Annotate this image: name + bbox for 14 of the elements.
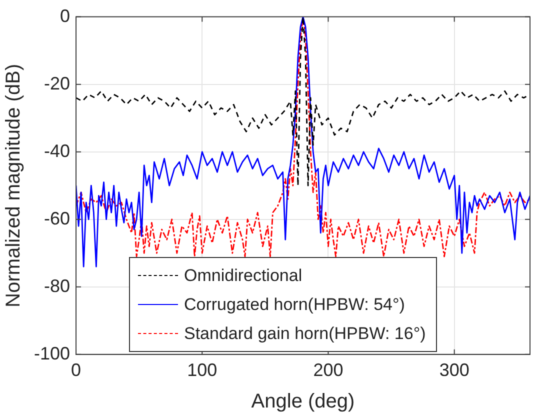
x-axis-title: Angle (deg) [251, 390, 355, 413]
y-tick-label: -20 [44, 73, 70, 94]
legend-label: Corrugated horn(HPBW: 54°) [184, 294, 405, 316]
y-tick-label: 0 [60, 6, 70, 26]
x-tick-label: 300 [439, 360, 470, 380]
y-tick-label: -100 [34, 343, 70, 364]
y-tick-label: -80 [44, 276, 70, 296]
x-tick-label: 200 [313, 360, 344, 380]
y-tick-label: -40 [44, 140, 70, 161]
x-tick-label: 100 [187, 360, 218, 380]
y-axis-title: Normalized magnitude (dB) [2, 64, 25, 308]
y-tick-label: -60 [44, 208, 70, 228]
legend-label: Omnidirectional [184, 265, 302, 288]
legend-label: Standard gain horn(HPBW: 16°) [184, 323, 426, 346]
